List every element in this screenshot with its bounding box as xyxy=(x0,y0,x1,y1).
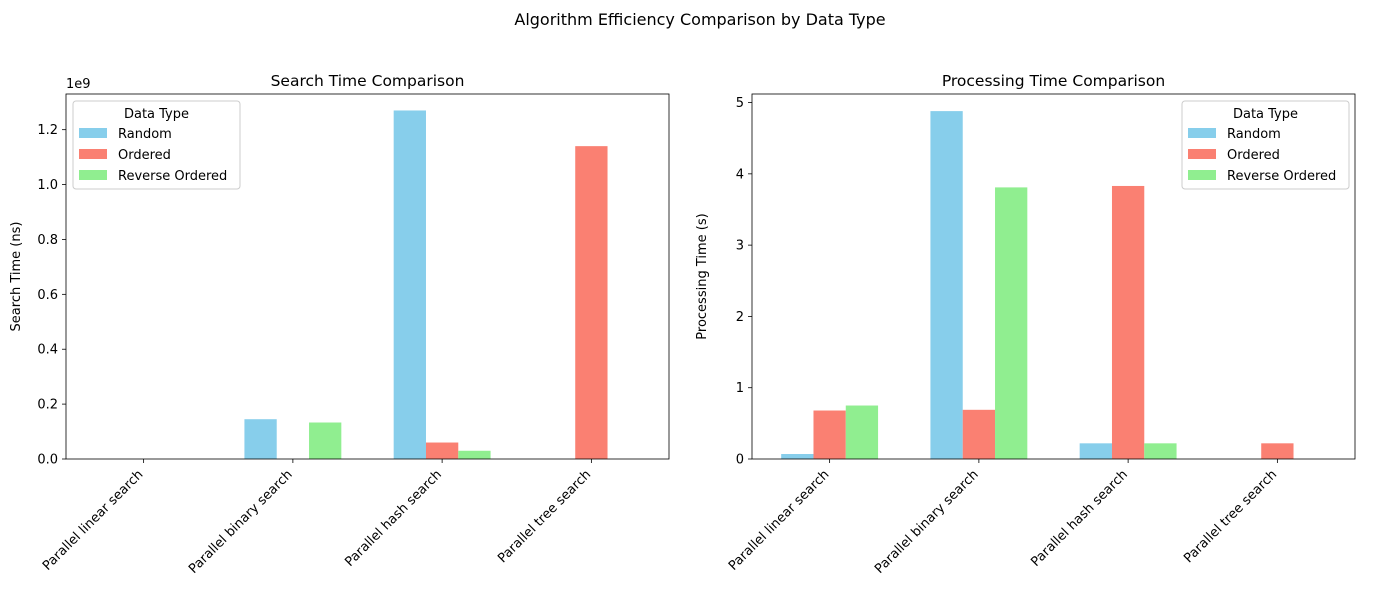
legend-swatch-3 xyxy=(1188,170,1216,180)
legend: Data Type Random Ordered Reverse Ordered xyxy=(1181,100,1350,190)
y-tick-label: 0.0 xyxy=(37,453,58,468)
bar-reverse-ordered-3 xyxy=(1144,443,1177,459)
legend-label-1: Random xyxy=(118,127,172,142)
x-tick-label: Parallel binary search xyxy=(186,467,296,577)
y-axis-label: Processing Time (s) xyxy=(695,213,710,339)
legend-swatch-1 xyxy=(79,128,107,138)
y-tick-label: 2 xyxy=(736,310,744,325)
legend-label-1: Random xyxy=(1227,127,1281,142)
y-tick-label: 1.2 xyxy=(37,123,58,138)
legend-swatch-3 xyxy=(79,170,107,180)
y-tick-label: 0.4 xyxy=(37,343,58,358)
y-tick-label: 1 xyxy=(736,381,744,396)
chart-panel-1: 0.0 0.2 0.4 0.6 0.8 1.0 1.2 Parallel linear sea… xyxy=(9,72,670,577)
legend-box xyxy=(72,100,241,190)
x-tick-label: Parallel linear search xyxy=(40,467,146,573)
legend-swatch-1 xyxy=(1188,128,1216,138)
legend-label-2: Ordered xyxy=(1227,148,1280,163)
y-tick-label: 0.6 xyxy=(37,288,58,303)
x-tick-label: Parallel tree search xyxy=(1181,467,1280,566)
bar-random-2 xyxy=(244,419,277,459)
legend-swatch-2 xyxy=(79,149,107,159)
bar-ordered-2 xyxy=(962,409,996,459)
y-tick-label: 3 xyxy=(736,239,744,254)
chart-title: Search Time Comparison xyxy=(271,72,465,90)
x-tick-label: Parallel hash search xyxy=(1028,467,1131,570)
y-tick-label: 0.8 xyxy=(37,233,58,248)
bar-ordered-4 xyxy=(575,146,608,459)
legend-title: Data Type xyxy=(124,107,189,122)
y-tick-label: 0.2 xyxy=(37,398,58,413)
bar-reverse-ordered-2 xyxy=(995,187,1028,459)
legend-label-3: Reverse Ordered xyxy=(1227,169,1336,184)
bar-ordered-4 xyxy=(1261,443,1294,459)
bar-random-1 xyxy=(781,454,814,459)
plot-area-frame xyxy=(751,93,1356,460)
chart-panel-2: 0 1 2 3 4 5 Parallel linear search Parallel bin… xyxy=(695,72,1356,577)
bar-reverse-ordered-3 xyxy=(458,450,491,459)
legend: Data Type Random Ordered Reverse Ordered xyxy=(72,100,241,190)
bar-random-3 xyxy=(393,110,426,459)
bar-random-2 xyxy=(930,111,963,460)
y-tick-label: 0 xyxy=(736,453,744,468)
bar-ordered-1 xyxy=(813,410,846,459)
y-tick-label: 1.0 xyxy=(37,178,58,193)
y-axis-label: Search Time (ns) xyxy=(9,222,24,332)
figure-suptitle: Algorithm Efficiency Comparison by Data … xyxy=(514,10,885,29)
x-tick-label: Parallel hash search xyxy=(342,467,445,570)
legend-label-2: Ordered xyxy=(118,148,171,163)
y-tick-label: 5 xyxy=(736,96,744,111)
bar-reverse-ordered-2 xyxy=(309,422,342,459)
y-axis-offset-text: 1e9 xyxy=(66,77,91,92)
bar-random-3 xyxy=(1079,443,1112,459)
bar-ordered-3 xyxy=(425,442,459,459)
chart-title: Processing Time Comparison xyxy=(942,72,1165,90)
legend-title: Data Type xyxy=(1233,107,1298,122)
y-tick-label: 4 xyxy=(736,167,744,182)
x-tick-label: Parallel binary search xyxy=(872,467,982,577)
bar-ordered-3 xyxy=(1111,185,1145,459)
plot-area-frame xyxy=(65,93,670,460)
legend-box xyxy=(1181,100,1350,190)
x-tick-label: Parallel tree search xyxy=(495,467,594,566)
legend-label-3: Reverse Ordered xyxy=(118,169,227,184)
legend-swatch-2 xyxy=(1188,149,1216,159)
x-tick-label: Parallel linear search xyxy=(726,467,832,573)
bar-reverse-ordered-1 xyxy=(845,405,879,459)
